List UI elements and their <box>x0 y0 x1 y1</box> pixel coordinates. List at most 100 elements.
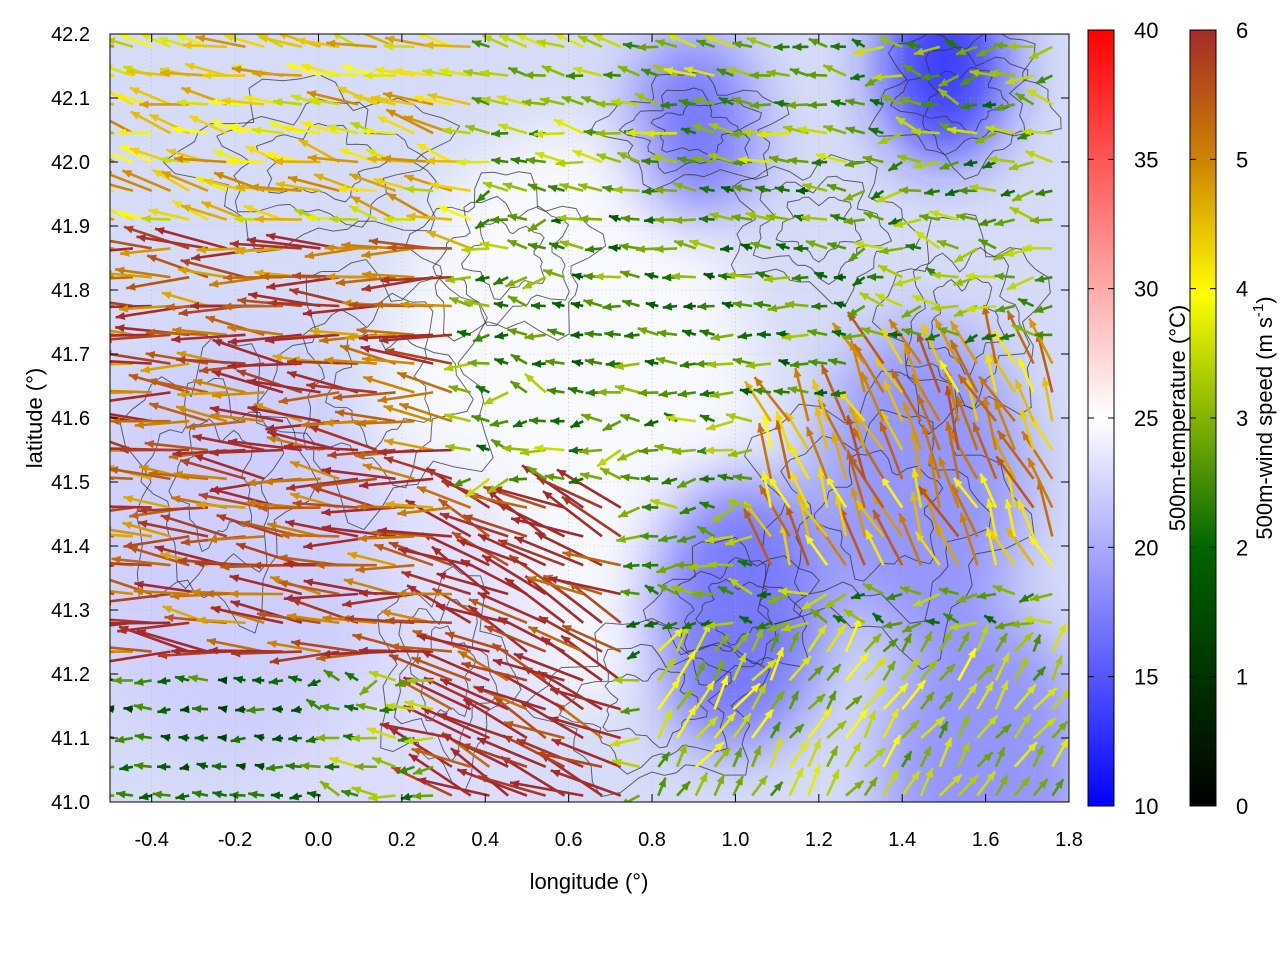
wind-arrow <box>616 448 641 462</box>
wind-arrow <box>542 490 603 538</box>
wind-arrow <box>290 639 359 653</box>
wind-arrow <box>110 362 133 366</box>
y-tick-label: 42.1 <box>51 88 90 110</box>
wind-arrow <box>673 239 697 250</box>
wind-arrow <box>448 296 472 308</box>
wind-arrow <box>751 774 769 797</box>
wind-arrow <box>938 587 959 596</box>
wind-arrow <box>863 776 879 797</box>
wind-arrow <box>763 274 790 283</box>
wind-arrow <box>210 119 246 135</box>
wind-arrow <box>324 418 377 427</box>
wind-arrow <box>377 391 434 404</box>
wind-arrow <box>732 747 743 768</box>
wind-arrow <box>243 204 284 221</box>
wind-arrow <box>596 152 622 164</box>
wind-arrow <box>1029 592 1053 602</box>
wind-arrow <box>620 588 640 597</box>
wind-arrow <box>814 406 829 451</box>
wind-arrow <box>227 361 302 370</box>
wind-arrow <box>1013 683 1037 711</box>
wind-arrow <box>654 186 678 195</box>
wind-arrow <box>757 130 790 139</box>
wind-arrow <box>507 213 528 222</box>
wind-arrow <box>901 656 921 682</box>
x-tick-label: -0.2 <box>218 829 252 851</box>
wind-arrow <box>893 275 922 287</box>
wind-arrow <box>989 69 1015 78</box>
wind-arrow <box>788 690 800 710</box>
wind-label-close: ) <box>1252 296 1277 303</box>
wind-arrow <box>111 555 171 567</box>
wind-arrow <box>292 499 359 509</box>
wind-arrow <box>443 362 471 372</box>
wind-arrow <box>960 101 978 110</box>
colorbar-tick-label: 0 <box>1236 794 1248 819</box>
wind-arrow <box>882 637 899 653</box>
wind-arrow <box>641 503 659 512</box>
y-tick-label: 42.0 <box>51 152 90 174</box>
wind-arrow <box>902 63 922 77</box>
wind-arrow <box>931 271 959 280</box>
wind-arrow <box>559 240 584 250</box>
wind-arrow <box>526 465 547 480</box>
wind-arrow <box>994 272 1015 281</box>
wind-arrow <box>388 653 453 682</box>
wind-arrow <box>1029 216 1053 225</box>
wind-arrow <box>323 69 359 78</box>
wind-arrow <box>911 467 923 508</box>
wind-arrow <box>730 96 753 106</box>
wind-arrow <box>492 658 565 682</box>
wind-arrow <box>793 367 810 422</box>
wind-arrow <box>863 710 877 739</box>
wind-arrow <box>765 213 790 222</box>
wind-arrow <box>397 506 453 517</box>
wind-arrow <box>992 329 1016 365</box>
wind-arrow <box>1051 778 1065 797</box>
wind-arrow <box>343 578 396 596</box>
wind-arrow <box>749 71 771 80</box>
wind-arrow <box>880 93 903 106</box>
wind-arrow <box>965 304 997 313</box>
wind-arrow <box>412 791 434 801</box>
wind-arrow <box>490 129 509 138</box>
wind-arrow <box>1028 534 1054 566</box>
colorbar-tick-label: 40 <box>1134 18 1158 43</box>
wind-arrow <box>118 304 171 313</box>
wind-arrow <box>482 181 509 193</box>
wind-arrow <box>110 360 152 365</box>
wind-arrow <box>118 34 153 49</box>
wind-arrow <box>550 769 622 797</box>
wind-arrow <box>904 41 922 50</box>
wind-arrow <box>531 359 546 368</box>
wind-arrow <box>133 703 152 712</box>
wind-arrow <box>396 371 453 394</box>
wind-arrow <box>847 247 866 262</box>
wind-arrow <box>464 124 490 135</box>
wind-arrow <box>699 414 716 423</box>
wind-arrow <box>679 360 697 369</box>
wind-arrow <box>844 159 865 168</box>
wind-arrow <box>731 213 753 222</box>
wind-arrow <box>780 621 809 632</box>
wind-arrow <box>348 172 397 193</box>
wind-arrow <box>196 762 209 770</box>
wind-arrow <box>860 326 884 337</box>
wind-arrow <box>549 687 622 711</box>
wind-arrow <box>773 387 790 396</box>
wind-arrow <box>920 323 941 365</box>
wind-arrow <box>265 232 340 250</box>
wind-arrow <box>137 506 209 515</box>
wind-arrow <box>233 675 246 684</box>
wind-arrow <box>732 357 753 366</box>
wind-arrow <box>919 659 938 682</box>
wind-arrow <box>976 680 995 710</box>
wind-arrow <box>769 721 782 739</box>
wind-arrow <box>604 330 621 339</box>
wind-arrow <box>807 764 821 797</box>
wind-arrow <box>229 574 303 596</box>
wind-arrow <box>110 389 152 394</box>
terrain-contour <box>432 195 570 326</box>
wind-arrow <box>110 534 115 538</box>
